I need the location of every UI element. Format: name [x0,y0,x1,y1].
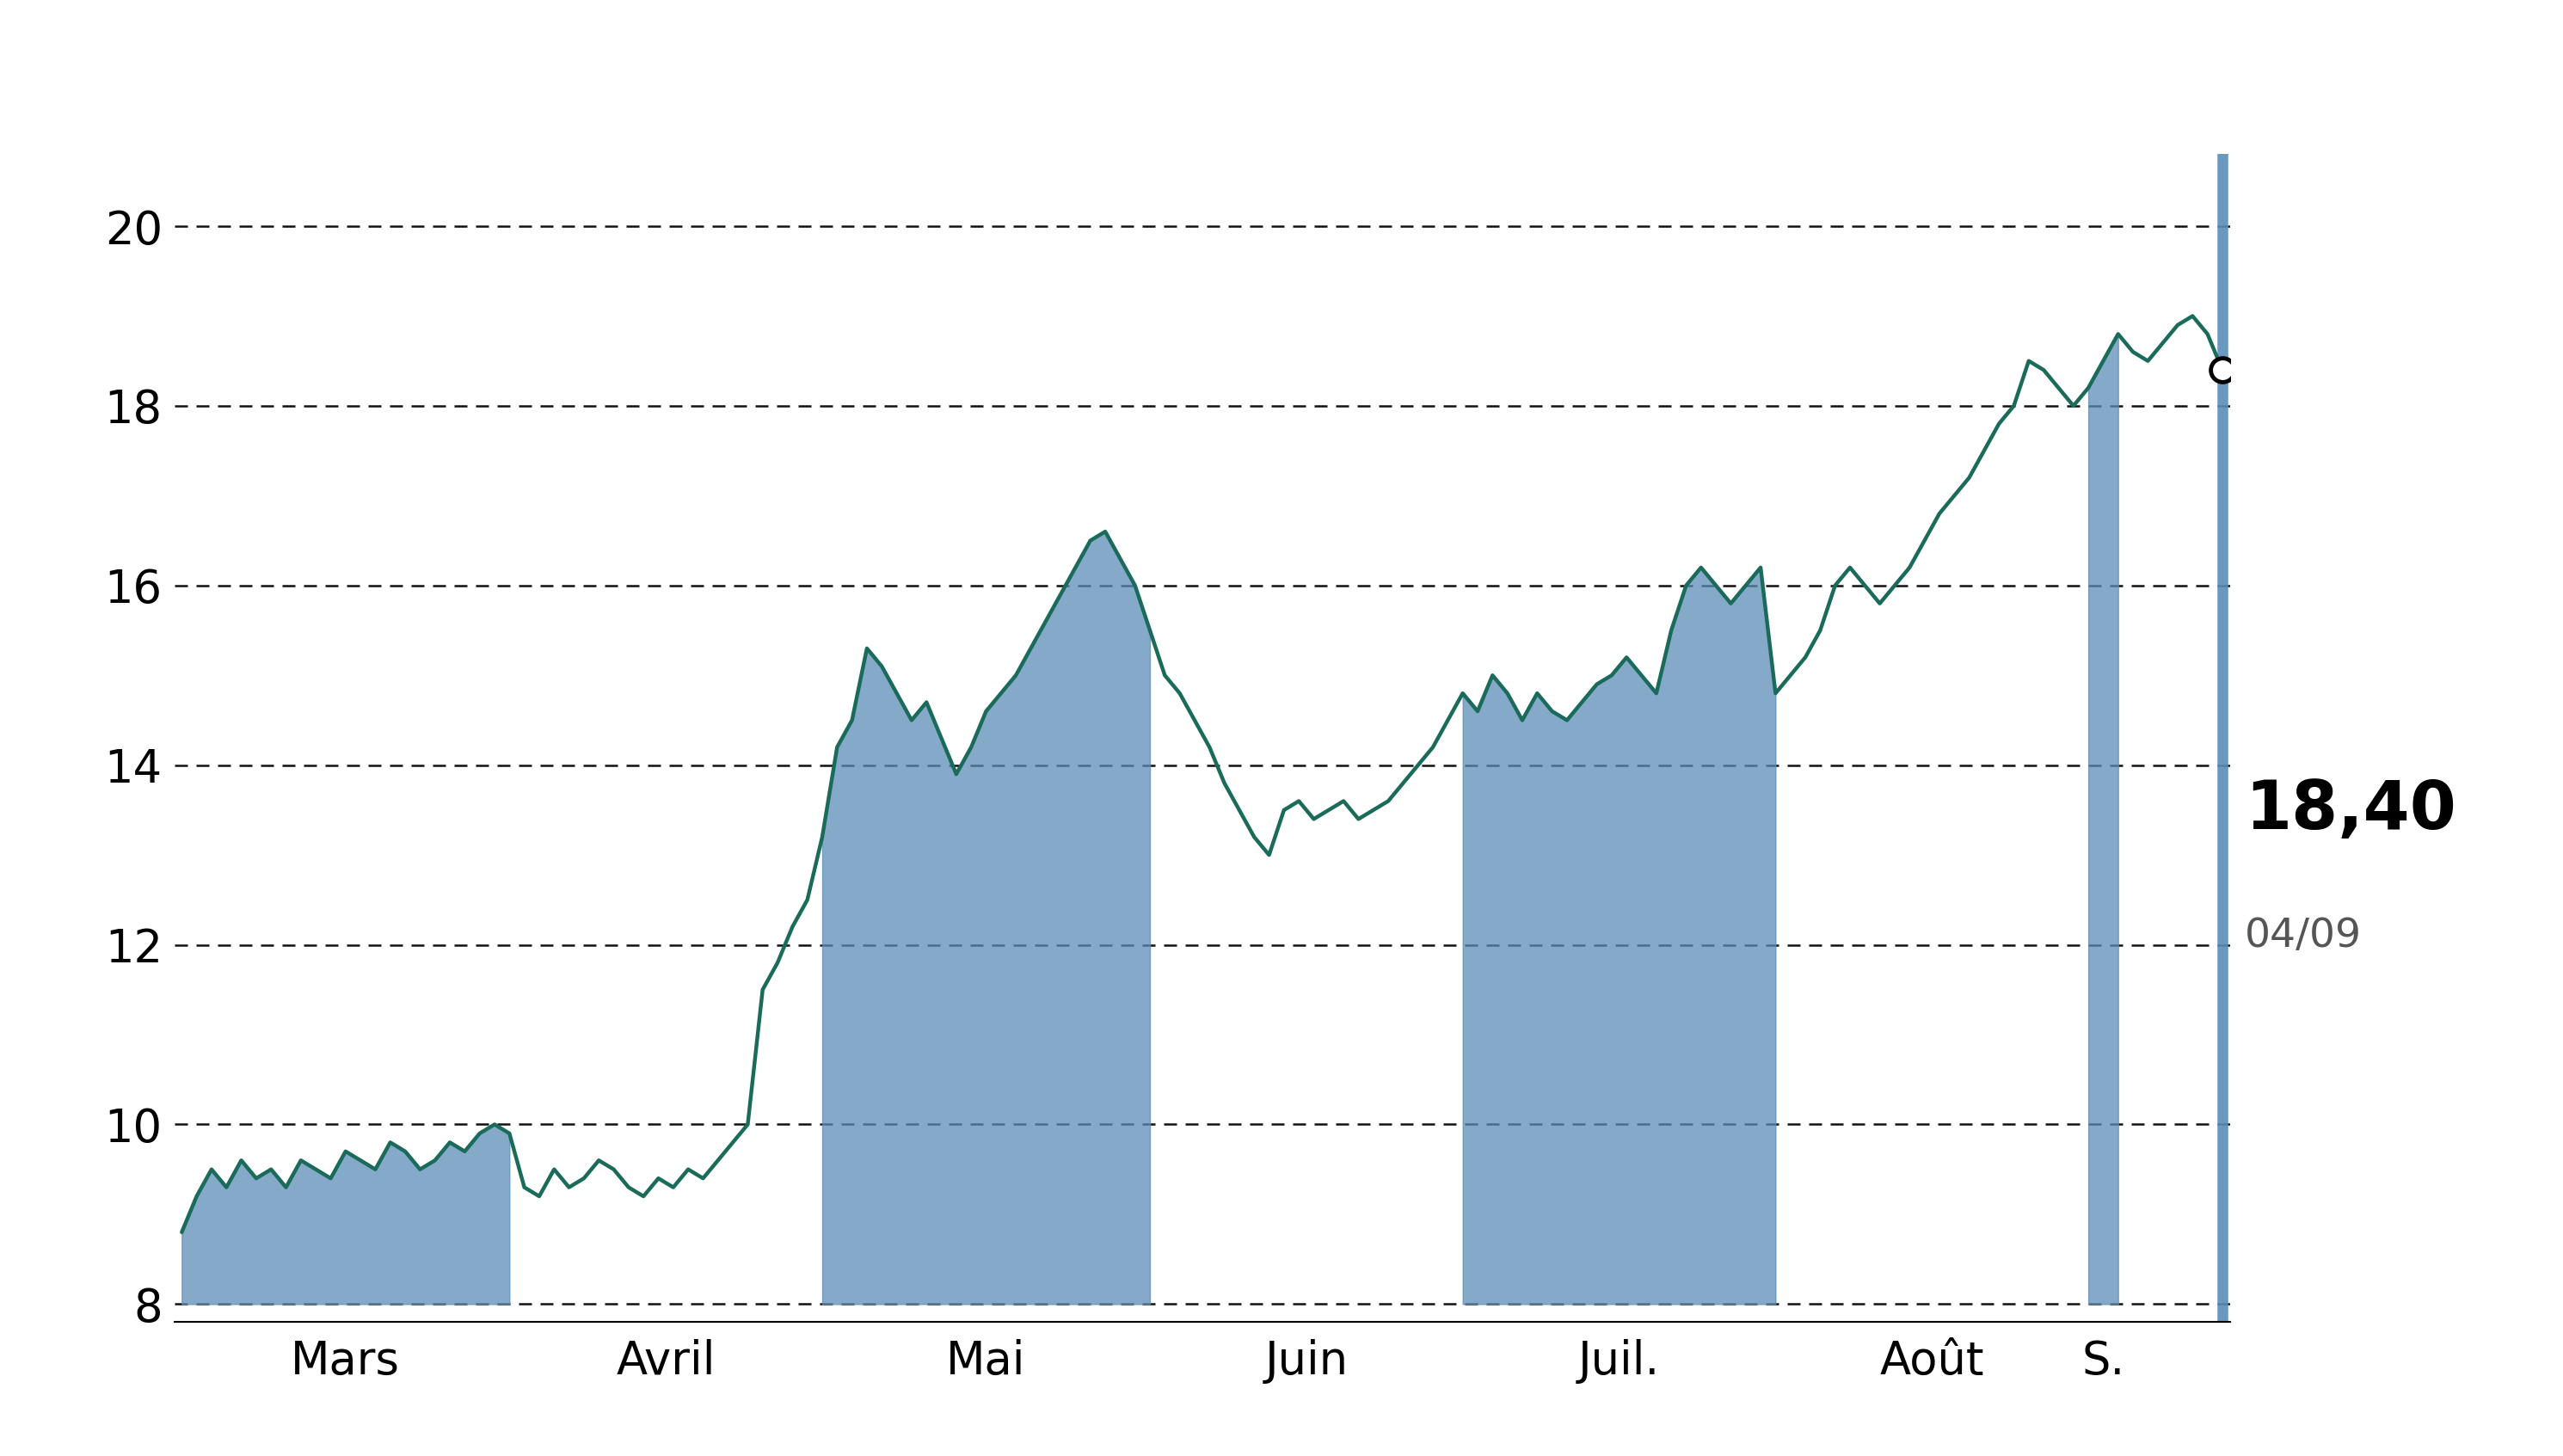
Text: 04/09: 04/09 [2245,916,2361,955]
Text: MEDINCELL: MEDINCELL [982,19,1581,109]
Text: 18,40: 18,40 [2245,778,2455,843]
